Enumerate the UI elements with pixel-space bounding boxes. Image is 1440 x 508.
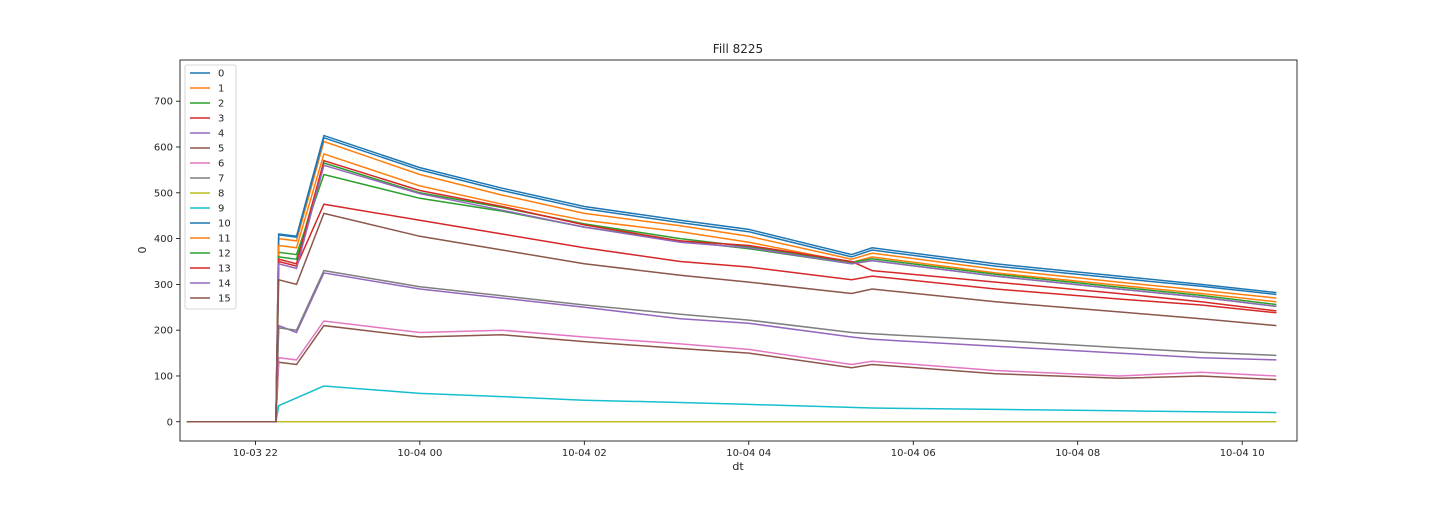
legend-label-15: 15 (218, 294, 231, 305)
y-axis: 0 100 200 300 400 500 600 700 (154, 97, 180, 428)
series-line-6 (186, 320, 1277, 423)
plot-frame (179, 59, 1298, 442)
legend-label-7: 7 (218, 174, 224, 185)
legend-label-4: 4 (218, 129, 224, 140)
x-tick-label: 10-03 22 (233, 448, 278, 459)
y-tick-label: 0 (167, 417, 173, 428)
x-axis-label: dt (732, 460, 744, 473)
series-line-10 (186, 136, 1277, 423)
legend-label-9: 9 (218, 204, 224, 215)
series-line-13 (186, 159, 1277, 423)
series-line-12 (186, 162, 1277, 423)
legend-label-1: 1 (218, 84, 224, 95)
y-tick-label: 400 (154, 234, 173, 245)
legend-label-6: 6 (218, 159, 224, 170)
legend-label-14: 14 (218, 279, 231, 290)
series-line-11 (186, 152, 1277, 423)
x-tick-label: 10-04 10 (1220, 448, 1265, 459)
series-line-3 (186, 203, 1277, 423)
legend-label-12: 12 (218, 249, 231, 260)
y-tick-label: 700 (154, 97, 173, 108)
legend-box (184, 64, 237, 310)
x-tick-label: 10-04 04 (726, 448, 771, 459)
series-layer (186, 134, 1277, 423)
legend-label-10: 10 (218, 219, 231, 230)
series-line-0 (186, 134, 1277, 423)
y-tick-label: 300 (154, 280, 173, 291)
legend-label-5: 5 (218, 144, 224, 155)
legend-label-0: 0 (218, 69, 224, 80)
legend-label-2: 2 (218, 99, 224, 110)
y-axis-label: 0 (136, 247, 149, 254)
y-tick-label: 100 (154, 371, 173, 382)
y-tick-label: 200 (154, 326, 173, 337)
chart-title: Fill 8225 (713, 42, 763, 56)
series-line-7 (186, 269, 1277, 423)
series-line-5 (186, 324, 1277, 423)
y-tick-label: 500 (154, 188, 173, 199)
legend-label-13: 13 (218, 264, 231, 275)
x-tick-label: 10-04 06 (891, 448, 936, 459)
series-line-15 (186, 212, 1277, 423)
series-line-1 (186, 140, 1277, 423)
series-line-14 (186, 164, 1277, 423)
x-tick-label: 10-04 02 (562, 448, 607, 459)
x-tick-label: 10-04 08 (1055, 448, 1100, 459)
y-tick-label: 600 (154, 143, 173, 154)
x-axis: 10-03 22 10-04 00 10-04 02 10-04 04 10-04 06… (233, 441, 1265, 459)
legend-label-3: 3 (218, 114, 224, 125)
legend-label-8: 8 (218, 189, 224, 200)
legend-label-11: 11 (218, 234, 231, 245)
x-tick-label: 10-04 00 (397, 448, 442, 459)
series-line-9 (186, 385, 1277, 423)
